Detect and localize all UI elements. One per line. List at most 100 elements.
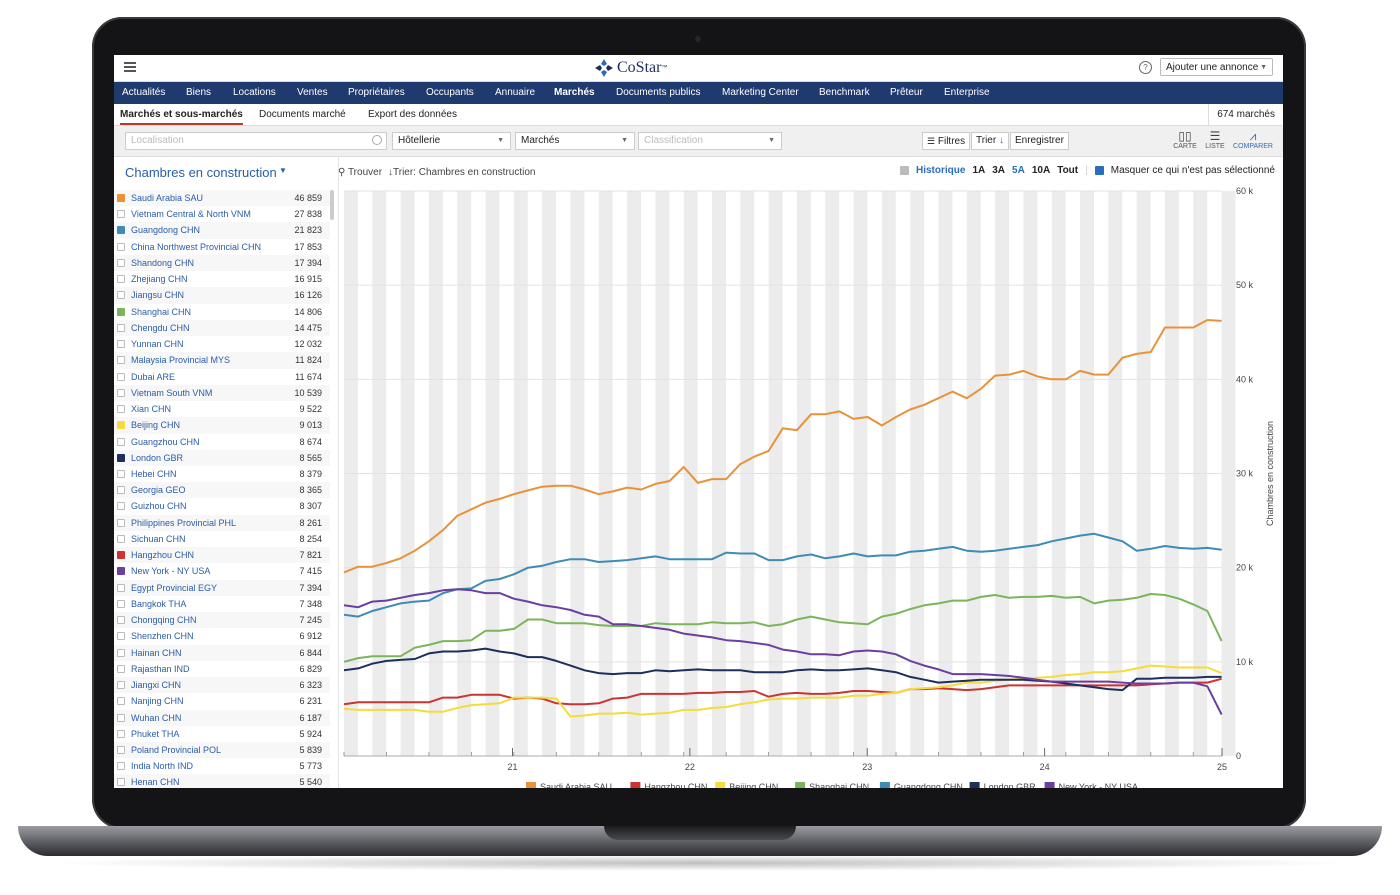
list-item[interactable]: Wuhan CHN 6 187 (114, 709, 330, 726)
market-checkbox[interactable] (117, 502, 125, 511)
market-checkbox[interactable] (117, 323, 125, 332)
market-checkbox[interactable] (117, 372, 125, 381)
market-name[interactable]: Zhejiang CHN (131, 274, 188, 285)
market-name[interactable]: Egypt Provincial EGY (131, 582, 218, 593)
market-checkbox[interactable] (117, 388, 125, 397)
hide-unselected-checkbox[interactable] (1094, 166, 1104, 175)
historique-label[interactable]: Historique (916, 165, 966, 176)
list-item[interactable]: Guizhou CHN 8 307 (114, 498, 330, 514)
list-item[interactable]: Henan CHN 5 540 (114, 774, 330, 788)
market-name[interactable]: Chengdu CHN (131, 322, 190, 333)
market-checkbox[interactable] (117, 745, 125, 754)
help-icon[interactable]: ? (1139, 61, 1152, 74)
list-scrollbar[interactable] (330, 190, 334, 220)
list-item[interactable]: Dubai ARE 11 674 (114, 369, 330, 385)
market-name[interactable]: Hangzhou CHN (131, 550, 195, 561)
add-listing-dropdown[interactable]: Ajouter une annonce ▼ (1160, 58, 1273, 76)
market-name[interactable]: Saudi Arabia SAU (131, 193, 204, 203)
nav-item-locations[interactable]: Locations (233, 87, 276, 98)
list-item[interactable]: Shenzhen CHN 6 912 (114, 628, 330, 644)
list-item[interactable]: Xian CHN 9 522 (114, 401, 330, 417)
range-10a[interactable]: 10A (1031, 165, 1051, 176)
market-name[interactable]: India North IND (131, 761, 194, 772)
market-name[interactable]: Chongqing CHN (131, 615, 197, 626)
market-name[interactable]: Guangzhou CHN (131, 436, 200, 447)
find-button[interactable]: ⚲ Trouver (338, 167, 382, 178)
nav-item-preteur[interactable]: Prêteur (890, 87, 923, 98)
market-checkbox[interactable] (117, 664, 125, 673)
market-checkbox[interactable] (117, 599, 125, 608)
list-item[interactable]: Poland Provincial POL 5 839 (114, 741, 330, 759)
market-checkbox[interactable] (117, 713, 125, 722)
market-name[interactable]: Yunnan CHN (131, 339, 184, 350)
market-checkbox[interactable] (117, 340, 125, 349)
market-checkbox[interactable] (117, 226, 125, 235)
market-checkbox[interactable] (117, 356, 125, 365)
list-item[interactable]: Sichuan CHN 8 254 (114, 531, 330, 547)
metric-selector[interactable]: Chambres en construction (125, 165, 277, 180)
market-checkbox[interactable] (117, 616, 125, 625)
nav-item-enterprise[interactable]: Enterprise (944, 87, 990, 98)
nav-item-marketing-center[interactable]: Marketing Center (722, 87, 799, 98)
list-item[interactable]: Shandong CHN 17 394 (114, 254, 330, 272)
market-checkbox[interactable] (117, 275, 125, 284)
market-checkbox[interactable] (117, 437, 125, 446)
property-type-select[interactable]: Hôtellerie ▼ (392, 132, 511, 150)
market-name[interactable]: China Northwest Provincial CHN (131, 241, 262, 252)
nav-item-benchmark[interactable]: Benchmark (819, 87, 870, 98)
market-checkbox[interactable] (117, 778, 125, 787)
list-item[interactable]: Malaysia Provincial MYS 11 824 (114, 352, 330, 369)
nav-item-marches[interactable]: Marchés (554, 87, 595, 98)
hide-unselected-label[interactable]: Masquer ce qui n'est pas sélectionné (1110, 165, 1275, 176)
list-item[interactable]: Georgia GEO 8 365 (114, 482, 330, 499)
geography-select[interactable]: Marchés ▼ (515, 132, 635, 150)
market-checkbox[interactable] (117, 518, 125, 527)
range-5a[interactable]: 5A (1012, 165, 1025, 176)
market-name[interactable]: Xian CHN (131, 404, 172, 415)
market-checkbox[interactable] (117, 583, 125, 592)
market-checkbox[interactable] (117, 534, 125, 543)
list-item[interactable]: New York - NY USA 7 415 (114, 563, 330, 579)
menu-icon[interactable] (124, 62, 136, 72)
market-checkbox[interactable] (117, 210, 125, 219)
market-name[interactable]: Bangkok THA (131, 598, 187, 609)
market-name[interactable]: Guizhou CHN (131, 501, 187, 512)
market-checkbox[interactable] (117, 242, 125, 251)
market-checkbox[interactable] (117, 194, 125, 202)
list-item[interactable]: Beijing CHN 9 013 (114, 417, 330, 434)
market-checkbox[interactable] (117, 405, 125, 414)
list-item[interactable]: Vietnam Central & North VNM 27 838 (114, 206, 330, 222)
range-1a[interactable]: 1A (972, 165, 986, 176)
market-name[interactable]: Wuhan CHN (131, 712, 182, 723)
market-name[interactable]: New York - NY USA (131, 566, 211, 577)
list-item[interactable]: Chongqing CHN 7 245 (114, 612, 330, 629)
market-name[interactable]: Jiangsu CHN (131, 290, 185, 301)
market-checkbox[interactable] (117, 729, 125, 738)
market-name[interactable]: Vietnam Central & North VNM (131, 209, 251, 220)
historique-checkbox[interactable] (900, 166, 909, 175)
market-name[interactable]: Henan CHN (131, 777, 180, 788)
market-checkbox[interactable] (117, 291, 125, 300)
costar-logo[interactable]: CoStar ™ (595, 58, 667, 78)
sort-button[interactable]: Trier ↓ (971, 132, 1009, 150)
nav-item-biens[interactable]: Biens (186, 87, 212, 98)
list-item[interactable]: Hainan CHN 6 844 (114, 644, 330, 661)
market-checkbox[interactable] (117, 551, 125, 560)
market-name[interactable]: Vietnam South VNM (131, 387, 213, 398)
list-item[interactable]: Phuket THA 5 924 (114, 726, 330, 742)
list-item[interactable]: London GBR 8 565 (114, 449, 330, 466)
range-tout[interactable]: Tout (1057, 165, 1079, 176)
list-item[interactable]: Hebei CHN 8 379 (114, 466, 330, 482)
market-name[interactable]: Sichuan CHN (131, 533, 186, 544)
tab-export-donnees[interactable]: Export des données (368, 109, 457, 120)
list-item[interactable]: China Northwest Provincial CHN 17 853 (114, 239, 330, 255)
market-name[interactable]: Hainan CHN (131, 647, 182, 658)
sort-indicator[interactable]: ↓Trier: Chambres en construction (388, 167, 535, 178)
list-item[interactable]: Nanjing CHN 6 231 (114, 693, 330, 709)
location-input[interactable]: Localisation (125, 132, 387, 150)
nav-item-actualites[interactable]: Actualités (122, 87, 166, 98)
market-name[interactable]: Poland Provincial POL (131, 744, 222, 755)
market-checkbox[interactable] (117, 648, 125, 657)
market-name[interactable]: Georgia GEO (131, 485, 186, 496)
classification-select[interactable]: Classification ▼ (638, 132, 782, 150)
